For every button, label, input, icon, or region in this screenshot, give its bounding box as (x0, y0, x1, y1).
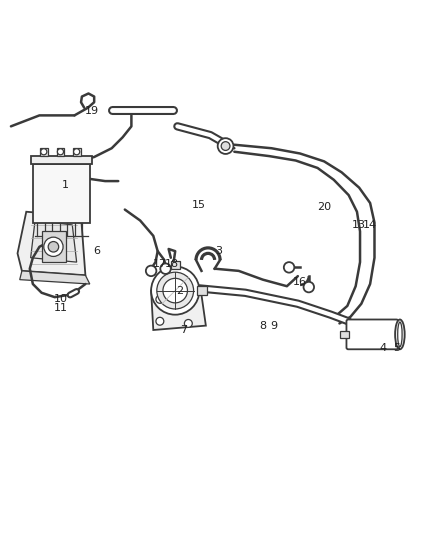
Text: 10: 10 (54, 294, 68, 304)
Circle shape (304, 282, 314, 292)
FancyBboxPatch shape (73, 148, 81, 156)
FancyBboxPatch shape (33, 164, 90, 223)
Text: 8: 8 (259, 321, 266, 330)
Circle shape (156, 295, 164, 303)
Circle shape (57, 149, 64, 155)
Text: 4: 4 (380, 343, 387, 352)
Text: 3: 3 (215, 246, 223, 256)
Circle shape (156, 317, 164, 325)
FancyBboxPatch shape (197, 286, 207, 295)
Polygon shape (31, 221, 77, 262)
Circle shape (218, 138, 233, 154)
Text: 2: 2 (176, 286, 183, 296)
Polygon shape (151, 290, 206, 330)
Text: 18: 18 (165, 260, 179, 269)
Text: 11: 11 (54, 303, 68, 313)
Text: 17: 17 (153, 260, 167, 269)
FancyBboxPatch shape (31, 156, 92, 164)
Text: 6: 6 (93, 246, 100, 256)
Text: 7: 7 (180, 325, 187, 335)
Circle shape (160, 263, 171, 274)
FancyBboxPatch shape (340, 331, 349, 338)
Text: 9: 9 (270, 321, 277, 330)
Circle shape (151, 266, 199, 314)
FancyBboxPatch shape (171, 261, 180, 269)
Ellipse shape (398, 322, 402, 346)
FancyBboxPatch shape (40, 148, 48, 156)
Circle shape (221, 142, 230, 150)
Text: 13: 13 (352, 220, 366, 230)
Circle shape (146, 265, 156, 276)
Text: 5: 5 (393, 343, 400, 352)
FancyBboxPatch shape (346, 319, 398, 349)
Text: 1: 1 (62, 181, 69, 190)
Polygon shape (20, 271, 90, 284)
FancyBboxPatch shape (42, 231, 66, 262)
Circle shape (48, 241, 59, 252)
Circle shape (44, 237, 63, 256)
Text: 20: 20 (317, 203, 331, 212)
Text: 15: 15 (192, 200, 206, 210)
FancyBboxPatch shape (57, 148, 64, 156)
Text: 19: 19 (85, 106, 99, 116)
Circle shape (157, 272, 194, 309)
Circle shape (163, 278, 187, 303)
Ellipse shape (395, 319, 405, 349)
Text: 16: 16 (293, 277, 307, 287)
Circle shape (184, 319, 192, 327)
Circle shape (74, 149, 80, 155)
Text: 14: 14 (363, 220, 377, 230)
Polygon shape (18, 212, 85, 275)
Circle shape (284, 262, 294, 273)
Circle shape (41, 149, 47, 155)
